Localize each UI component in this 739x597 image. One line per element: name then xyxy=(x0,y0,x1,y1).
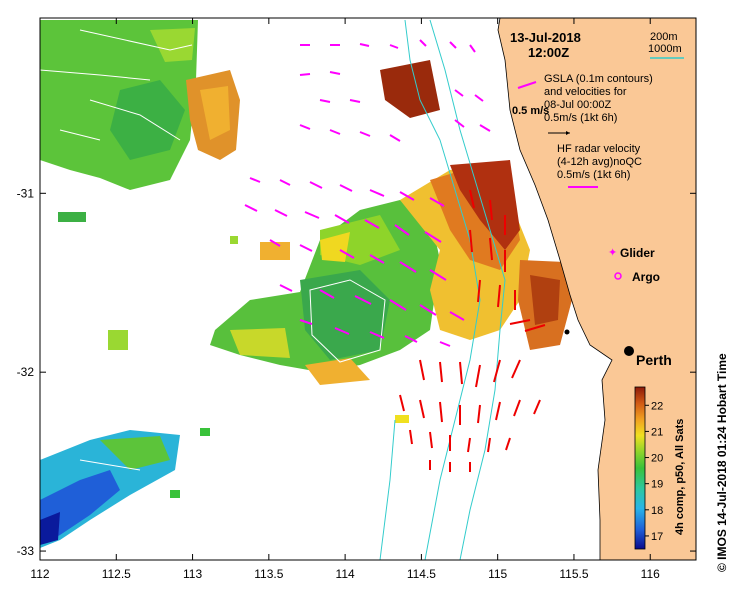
y-tick-label: -33 xyxy=(17,544,35,558)
plot-frame xyxy=(39,17,697,561)
y-tick-label: -32 xyxy=(17,365,35,379)
colorbar-ticks: 22 21 20 19 18 17 xyxy=(645,400,663,543)
x-tick-label: 115.5 xyxy=(559,567,588,581)
gsla-speed-label: 0.5 m/s xyxy=(512,105,549,117)
gsla-arrows xyxy=(244,39,491,347)
x-axis: 112 112.5 113 113.5 114 114.5 115 115.5 116 xyxy=(30,18,660,581)
perth-marker xyxy=(624,346,634,356)
colorbar-tick-label: 22 xyxy=(651,400,663,412)
x-tick-label: 116 xyxy=(641,567,660,581)
radar-legend-line-2: (4-12h avg)noQC xyxy=(557,156,642,168)
colorbar-tick-label: 18 xyxy=(651,505,663,517)
x-tick-label: 113 xyxy=(183,567,202,581)
radar-legend-line-1: HF radar velocity xyxy=(557,143,641,155)
gsla-legend-line-2: and velocities for xyxy=(544,86,627,98)
colorbar xyxy=(634,386,646,550)
map-date: 13-Jul-2018 xyxy=(510,30,581,45)
glider-position xyxy=(564,329,570,335)
glider-legend-label: Glider xyxy=(620,246,655,260)
x-tick-label: 114.5 xyxy=(407,567,436,581)
gsla-contours xyxy=(40,29,386,471)
gsla-legend-line-3: 08-Jul 00:00Z xyxy=(544,99,612,111)
gsla-legend-line-1: GSLA (0.1m contours) xyxy=(544,73,653,85)
x-tick-label: 113.5 xyxy=(254,567,283,581)
gsla-scale-arrowhead xyxy=(566,131,570,135)
perth-label: Perth xyxy=(636,352,672,368)
depth-legend-1000: 1000m xyxy=(648,43,682,55)
colorbar-tick-label: 21 xyxy=(651,426,663,438)
x-tick-label: 114 xyxy=(336,567,355,581)
y-axis: -31 -32 -33 xyxy=(17,186,696,558)
radar-arrow-label: 0.5m/s (1kt 6h) xyxy=(557,169,630,181)
radar-arrows xyxy=(399,189,546,472)
map-time: 12:00Z xyxy=(528,45,569,60)
colorbar-tick-label: 19 xyxy=(651,479,663,491)
x-tick-label: 112 xyxy=(30,567,49,581)
colorbar-tick-label: 17 xyxy=(651,531,663,543)
argo-legend-symbol xyxy=(614,272,622,280)
gsla-legend-arrow xyxy=(517,81,537,89)
land xyxy=(497,18,696,560)
colorbar-tick-label: 20 xyxy=(651,453,663,465)
y-tick-label: -31 xyxy=(17,186,35,200)
glider-legend-symbol: ✦ xyxy=(608,247,617,259)
colorbar-label: 4h comp, p50, All Sats xyxy=(674,419,686,535)
depth-legend-200: 200m xyxy=(650,31,678,43)
gsla-arrow-label: 0.5m/s (1kt 6h) xyxy=(544,112,617,124)
argo-legend-label: Argo xyxy=(632,270,660,284)
x-tick-label: 112.5 xyxy=(102,567,131,581)
x-tick-label: 115 xyxy=(488,567,507,581)
credit-text: © IMOS 14-Jul-2018 01:24 Hobart Time xyxy=(715,353,729,572)
